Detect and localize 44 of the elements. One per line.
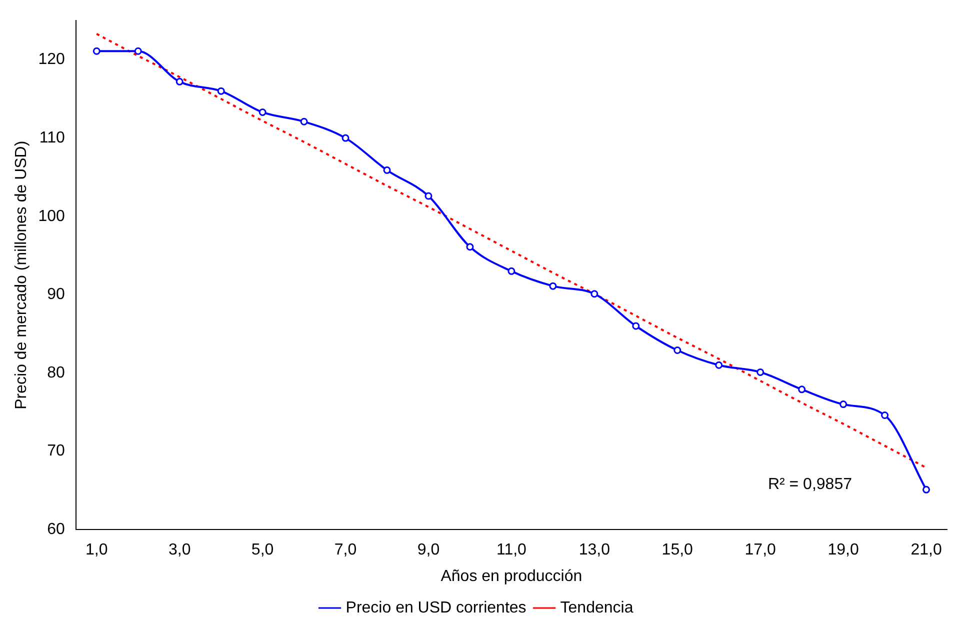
point [674,346,682,354]
x-axis-title: Años en producción [440,568,582,585]
x-tick-label: 1,0 [86,542,108,559]
point [632,322,640,330]
y-tick-label: 80 [47,364,65,382]
point [424,192,432,200]
x-tick-label: 5,0 [251,542,274,559]
y-tick-label: 90 [47,286,65,304]
point [549,282,557,290]
point [300,118,308,126]
point [342,134,350,142]
point [840,400,848,408]
point [881,412,889,420]
point [922,486,930,494]
x-tick-label: 11,0 [496,542,527,559]
point [798,386,806,394]
annotation: R² = 0,9857 [768,476,852,494]
y-tick-label: 120 [38,51,65,68]
point [466,243,474,251]
point [508,267,516,275]
point [217,87,225,95]
y-tick-label: 110 [39,129,65,146]
x-tick-label: 15,0 [662,542,694,559]
y-tick-label: 70 [47,442,65,460]
x-tick-label: 17,0 [744,542,776,559]
point [715,361,723,369]
y-axis-title: Precio de mercado (millones de USD) [13,140,30,410]
x-tick-label: 13,0 [578,542,610,559]
x-tick-label: 21,0 [910,542,942,559]
x-tick-label: 19,0 [828,542,859,559]
point [176,78,184,86]
point [258,108,266,116]
x-tick-label: 9,0 [417,542,440,559]
y-tick-label: 60 [47,521,65,538]
x-tick-label: 3,0 [168,542,191,559]
x-tick-label: 7,0 [334,542,357,559]
y-tick-label: 100 [38,208,65,225]
point [92,47,100,55]
point [134,47,142,55]
point [383,166,391,174]
point [756,368,764,376]
legend-label: Tendencia [560,599,634,616]
point [590,290,598,298]
legend-label: Precio en USD corrientes [346,599,526,616]
